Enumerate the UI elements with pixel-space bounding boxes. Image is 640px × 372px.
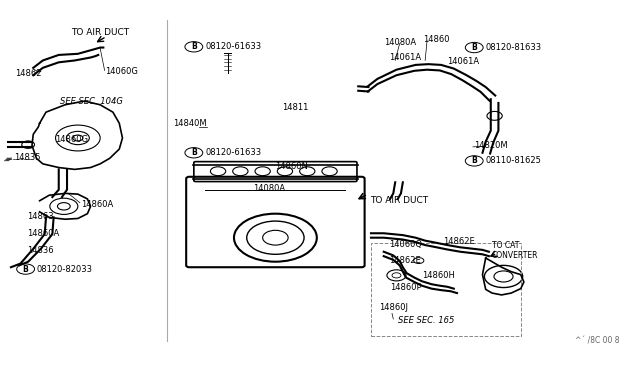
Text: TO AIR DUCT: TO AIR DUCT <box>72 28 130 37</box>
Text: 14060G: 14060G <box>105 67 138 76</box>
Text: 14860H: 14860H <box>422 271 455 280</box>
Text: B: B <box>191 148 196 157</box>
Text: 14061A: 14061A <box>447 57 479 66</box>
Text: 14835: 14835 <box>14 153 40 162</box>
Text: B: B <box>471 43 477 52</box>
Text: 14862E: 14862E <box>389 256 420 265</box>
Text: 08120-61633: 08120-61633 <box>205 42 261 51</box>
Text: 14860A: 14860A <box>27 229 59 238</box>
Text: SEE SEC. 104G: SEE SEC. 104G <box>60 97 123 106</box>
Text: 08110-81625: 08110-81625 <box>485 156 541 166</box>
Text: 14836: 14836 <box>27 246 54 255</box>
Text: 14860A: 14860A <box>81 200 113 209</box>
Text: 14860N: 14860N <box>275 162 308 171</box>
Text: 14811: 14811 <box>282 103 308 112</box>
Text: 14862: 14862 <box>15 69 42 78</box>
Text: 14862E: 14862E <box>443 237 475 246</box>
Text: TO AIR DUCT: TO AIR DUCT <box>370 196 428 205</box>
Text: 14860G: 14860G <box>56 135 88 144</box>
Text: 14860: 14860 <box>423 35 450 44</box>
Text: 14820M: 14820M <box>474 141 508 150</box>
Text: SEE SEC. 165: SEE SEC. 165 <box>397 316 454 325</box>
Text: 14061A: 14061A <box>389 53 421 62</box>
Text: 08120-82033: 08120-82033 <box>36 264 92 273</box>
Text: B: B <box>191 42 196 51</box>
Text: 14060Q: 14060Q <box>389 240 422 249</box>
Text: 14080A: 14080A <box>253 184 285 193</box>
Text: TO CAT
CONVERTER: TO CAT CONVERTER <box>492 241 538 260</box>
Text: ^´ /8C 00 8: ^´ /8C 00 8 <box>575 337 620 346</box>
Text: B: B <box>471 156 477 166</box>
Text: 08120-81633: 08120-81633 <box>485 43 541 52</box>
Text: 14863: 14863 <box>27 212 54 221</box>
Text: 08120-61633: 08120-61633 <box>205 148 261 157</box>
Text: 14840M: 14840M <box>173 119 207 128</box>
Text: B: B <box>23 264 28 273</box>
Text: 14860P: 14860P <box>390 283 422 292</box>
Text: 14860J: 14860J <box>380 302 408 312</box>
Text: 14080A: 14080A <box>384 38 416 46</box>
